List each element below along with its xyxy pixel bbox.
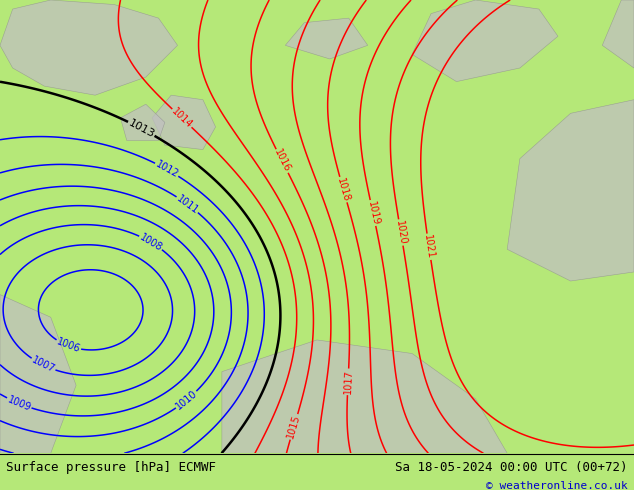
Text: 1007: 1007 [30,355,56,375]
Text: 1009: 1009 [6,394,32,413]
Text: 1012: 1012 [153,159,180,180]
Text: 1018: 1018 [335,176,351,203]
Polygon shape [222,340,507,453]
Text: 1021: 1021 [422,234,436,260]
Polygon shape [412,0,558,81]
Text: 1020: 1020 [394,220,408,245]
Polygon shape [120,104,165,141]
Polygon shape [507,99,634,281]
Text: 1016: 1016 [272,148,292,174]
Text: 1014: 1014 [169,106,194,130]
Polygon shape [152,95,216,149]
Polygon shape [285,18,368,59]
Text: 1011: 1011 [175,193,200,216]
Polygon shape [602,0,634,68]
Text: 1006: 1006 [55,337,82,355]
Text: © weatheronline.co.uk: © weatheronline.co.uk [486,481,628,490]
Polygon shape [0,0,178,95]
Text: Surface pressure [hPa] ECMWF: Surface pressure [hPa] ECMWF [6,461,216,474]
Text: 1013: 1013 [127,118,156,140]
Text: 1010: 1010 [174,389,199,412]
Text: 1008: 1008 [138,232,164,253]
Text: 1019: 1019 [366,200,380,226]
Text: Sa 18-05-2024 00:00 UTC (00+72): Sa 18-05-2024 00:00 UTC (00+72) [395,461,628,474]
Text: 1017: 1017 [342,369,354,394]
Text: 1015: 1015 [286,414,302,440]
Polygon shape [0,294,76,453]
